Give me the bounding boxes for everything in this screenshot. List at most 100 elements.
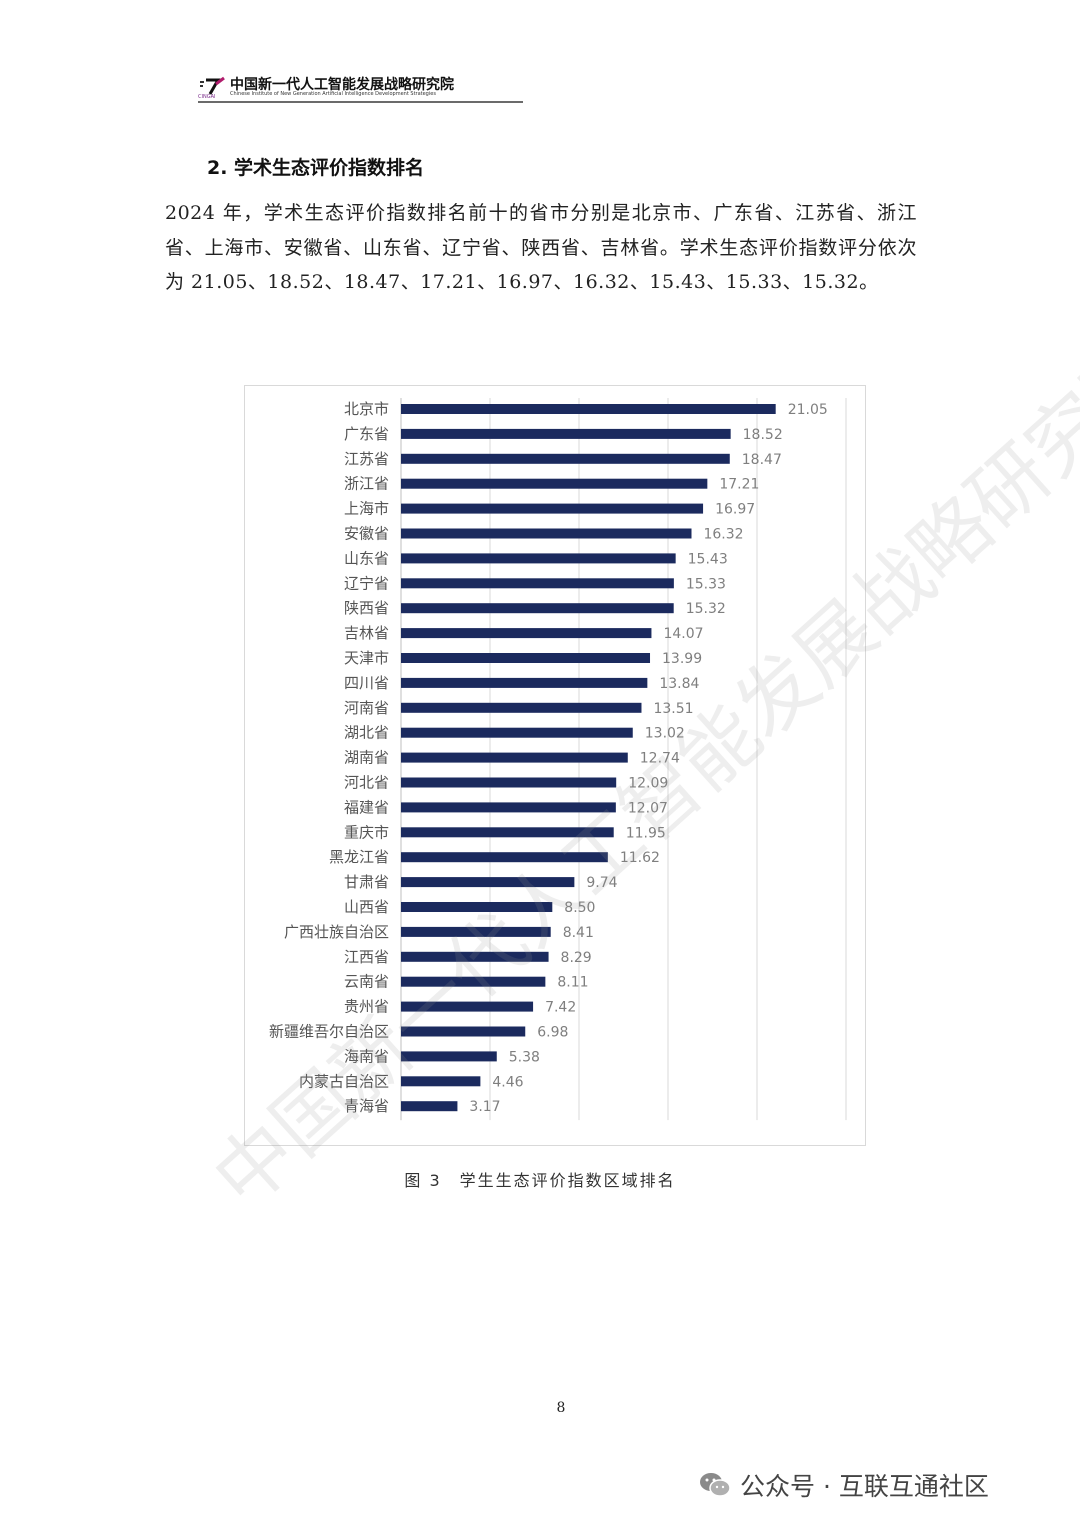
- bar: [401, 1026, 526, 1037]
- category-label: 浙江省: [344, 475, 389, 493]
- category-label: 山西省: [344, 898, 389, 916]
- category-label: 山东省: [344, 549, 389, 567]
- value-label: 16.97: [715, 502, 755, 518]
- bar: [401, 453, 730, 464]
- category-label: 吉林省: [344, 624, 389, 642]
- bar: [401, 1076, 481, 1087]
- category-label: 贵州省: [344, 998, 389, 1016]
- bar: [401, 1001, 534, 1012]
- institute-logo-icon: [200, 76, 225, 95]
- category-label: 北京市: [344, 400, 389, 418]
- value-label: 18.52: [743, 427, 783, 443]
- value-label: 14.07: [663, 626, 703, 642]
- bar: [401, 827, 614, 838]
- category-label: 辽宁省: [344, 574, 389, 592]
- bar: [401, 503, 704, 514]
- bar: [401, 976, 546, 987]
- value-label: 8.50: [564, 900, 595, 916]
- category-label: 四川省: [344, 674, 389, 692]
- bar: [401, 528, 692, 539]
- value-label: 11.62: [620, 850, 660, 866]
- bar: [401, 478, 708, 489]
- bar: [401, 902, 553, 912]
- bar: [401, 877, 575, 888]
- value-label: 12.07: [628, 800, 668, 816]
- page-header: 中国新一代人工智能发展战略研究院 Chinese Institute of Ne…: [198, 74, 523, 104]
- value-label: 11.95: [626, 825, 666, 841]
- value-label: 13.51: [653, 701, 693, 717]
- value-label: 8.11: [557, 975, 588, 991]
- bar: [401, 852, 608, 863]
- value-label: 17.21: [719, 477, 759, 493]
- category-label: 青海省: [344, 1097, 389, 1115]
- bar-chart: 北京市 21.05 广东省 18.52 江苏省 18.47 浙江省 17.21 上海市 16.97…: [269, 398, 847, 1121]
- bar: [401, 578, 674, 589]
- category-label: 河北省: [344, 774, 389, 792]
- footer-text: 公众号 · 互联互通社区: [740, 1472, 989, 1501]
- value-label: 5.38: [509, 1049, 540, 1065]
- bar: [401, 702, 642, 713]
- bar: [401, 628, 652, 639]
- category-label: 重庆市: [344, 823, 389, 841]
- value-label: 12.09: [628, 776, 668, 792]
- category-label: 甘肃省: [344, 873, 389, 891]
- value-label: 4.46: [492, 1074, 523, 1090]
- category-label: 广东省: [344, 425, 389, 443]
- category-label: 陕西省: [344, 599, 389, 617]
- category-label: 江苏省: [344, 450, 389, 468]
- category-label: 湖北省: [344, 724, 389, 742]
- bar: [401, 752, 628, 763]
- chart-frame: 北京市 21.05 广东省 18.52 江苏省 18.47 浙江省 17.21 上海市 16.97…: [244, 385, 866, 1146]
- figure-caption: 图 3 学生生态评价指数区域排名: [404, 1171, 676, 1190]
- category-label: 黑龙江省: [329, 848, 389, 866]
- category-label: 上海市: [344, 500, 389, 518]
- category-label: 云南省: [344, 973, 389, 991]
- value-label: 18.47: [742, 452, 782, 468]
- category-label: 新疆维吾尔自治区: [269, 1023, 389, 1041]
- category-label: 海南省: [344, 1047, 389, 1065]
- value-label: 16.32: [703, 527, 743, 543]
- value-label: 12.74: [640, 751, 680, 767]
- bar: [401, 1101, 458, 1112]
- value-label: 3.17: [469, 1099, 500, 1115]
- bar: [401, 727, 633, 738]
- value-label: 8.29: [561, 950, 592, 966]
- page-number: 8: [556, 1400, 566, 1416]
- value-label: 13.02: [645, 726, 685, 742]
- value-label: 15.43: [688, 551, 728, 567]
- bar: [401, 404, 776, 414]
- wechat-icon: [700, 1473, 731, 1497]
- value-label: 13.99: [662, 651, 702, 667]
- category-label: 江西省: [344, 948, 389, 966]
- bar: [401, 553, 676, 564]
- value-label: 15.32: [686, 601, 726, 617]
- value-label: 6.98: [537, 1025, 568, 1041]
- category-label: 内蒙古自治区: [299, 1072, 389, 1090]
- institute-name-cn: 中国新一代人工智能发展战略研究院: [230, 77, 454, 93]
- header-divider: [198, 101, 523, 103]
- bar: [401, 653, 651, 663]
- value-label: 8.41: [563, 925, 594, 941]
- footer-badge: 公众号 · 互联互通社区: [698, 1465, 989, 1505]
- category-label: 湖南省: [344, 749, 389, 767]
- bar: [401, 603, 674, 614]
- category-label: 天津市: [344, 649, 389, 667]
- institute-abbrev: CINGAI: [198, 94, 216, 100]
- bar: [401, 951, 549, 962]
- section-paragraph: 2024 年，学术生态评价指数排名前十的省市分别是北京市、广东省、江苏省、浙江省…: [165, 202, 917, 293]
- bar: [401, 802, 616, 813]
- category-label: 广西壮族自治区: [284, 923, 389, 941]
- bar: [401, 777, 617, 788]
- value-label: 7.42: [545, 1000, 576, 1016]
- value-label: 21.05: [788, 402, 828, 418]
- category-label: 福建省: [344, 798, 389, 816]
- section-title: 2. 学术生态评价指数排名: [207, 157, 425, 179]
- value-label: 9.74: [586, 875, 617, 891]
- institute-name-en: Chinese Institute of New Generation Arti…: [230, 91, 436, 97]
- category-label: 安徽省: [344, 525, 389, 543]
- category-label: 河南省: [344, 699, 389, 717]
- bar: [401, 926, 551, 937]
- bar: [401, 677, 648, 688]
- bar: [401, 1051, 497, 1062]
- bar: [401, 428, 731, 439]
